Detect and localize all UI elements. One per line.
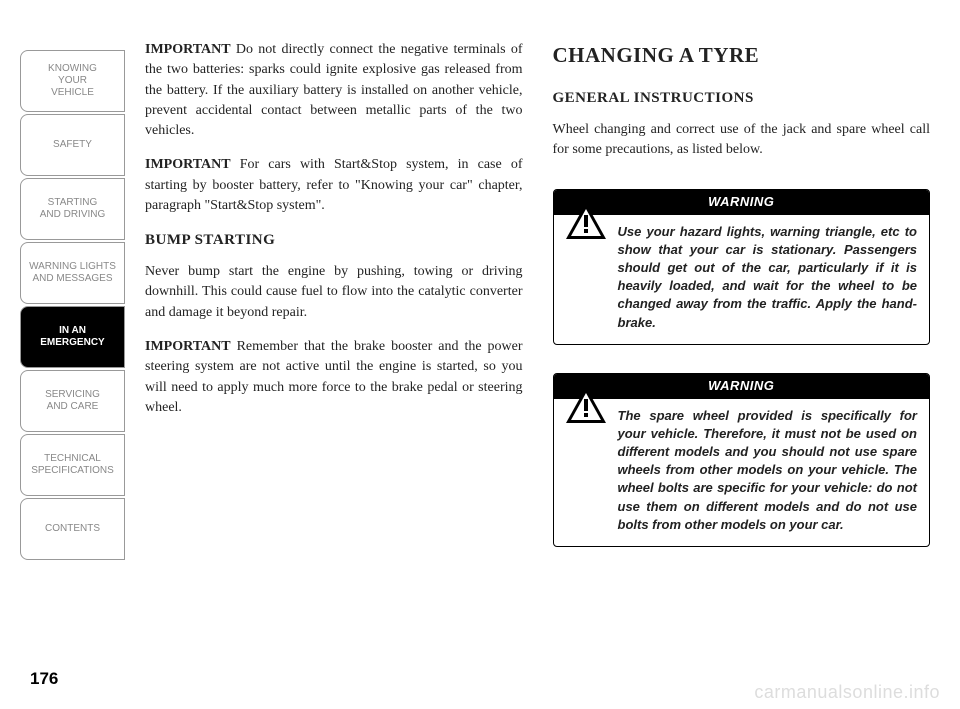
- content-area: IMPORTANT Do not directly connect the ne…: [145, 40, 930, 689]
- warning-body-2: The spare wheel provided is specifically…: [554, 399, 930, 546]
- important-lead-2: IMPORTANT: [145, 157, 231, 172]
- important-para-3: IMPORTANT Remember that the brake booste…: [145, 337, 523, 418]
- general-instructions-heading: GENERAL INSTRUCTIONS: [553, 88, 931, 110]
- tab-in-emergency[interactable]: IN ANEMERGENCY: [20, 306, 125, 368]
- important-lead-1: IMPORTANT: [145, 42, 231, 57]
- tab-servicing-care[interactable]: SERVICINGAND CARE: [20, 370, 125, 432]
- warning-triangle-icon: [564, 385, 608, 534]
- warning-header-1: WARNING: [554, 190, 930, 215]
- tab-warning-lights[interactable]: WARNING LIGHTSAND MESSAGES: [20, 242, 125, 304]
- warning-text-1: Use your hazard lights, warning triangle…: [618, 223, 918, 332]
- bump-starting-heading: BUMP STARTING: [145, 230, 523, 252]
- important-para-1: IMPORTANT Do not directly connect the ne…: [145, 40, 523, 141]
- warning-header-2: WARNING: [554, 374, 930, 399]
- general-instructions-intro: Wheel changing and correct use of the ja…: [553, 120, 931, 161]
- page-number: 176: [30, 669, 58, 689]
- important-para-2: IMPORTANT For cars with Start&Stop syste…: [145, 155, 523, 216]
- tab-starting-driving[interactable]: STARTINGAND DRIVING: [20, 178, 125, 240]
- watermark-text: carmanualsonline.info: [754, 682, 940, 703]
- tab-knowing-vehicle[interactable]: KNOWINGYOURVEHICLE: [20, 50, 125, 112]
- warning-body-1: Use your hazard lights, warning triangle…: [554, 215, 930, 344]
- warning-box-1: WARNING Use your hazard lights, warning …: [553, 189, 931, 345]
- sidebar-nav: KNOWINGYOURVEHICLE SAFETY STARTINGAND DR…: [20, 50, 125, 689]
- tab-contents[interactable]: CONTENTS: [20, 498, 125, 560]
- tab-safety[interactable]: SAFETY: [20, 114, 125, 176]
- warning-triangle-icon: [564, 201, 608, 332]
- left-column: IMPORTANT Do not directly connect the ne…: [145, 40, 523, 689]
- page-container: KNOWINGYOURVEHICLE SAFETY STARTINGAND DR…: [0, 0, 960, 709]
- changing-tyre-title: CHANGING A TYRE: [553, 40, 931, 70]
- right-column: CHANGING A TYRE GENERAL INSTRUCTIONS Whe…: [553, 40, 931, 689]
- tab-technical-specs[interactable]: TECHNICALSPECIFICATIONS: [20, 434, 125, 496]
- warning-box-2: WARNING The spare wheel provided is spec…: [553, 373, 931, 547]
- bump-starting-text: Never bump start the engine by pushing, …: [145, 262, 523, 323]
- important-lead-3: IMPORTANT: [145, 339, 231, 354]
- warning-text-2: The spare wheel provided is specifically…: [618, 407, 918, 534]
